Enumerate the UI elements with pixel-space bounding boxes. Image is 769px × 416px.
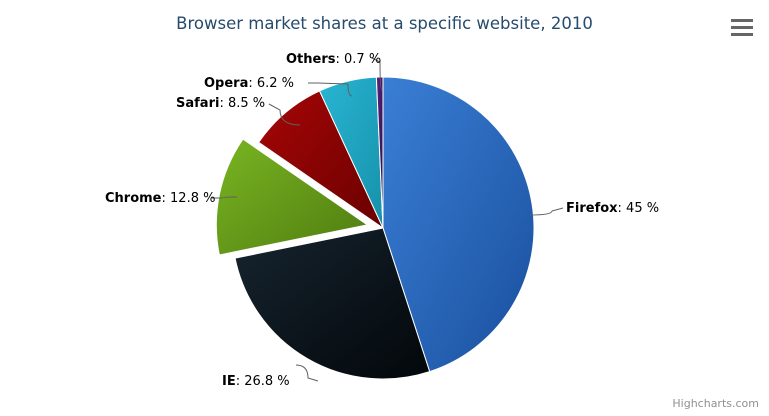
datalabel-opera: Opera: 6.2 % [204,76,294,91]
datalabel-chrome: Chrome: 12.8 % [105,191,215,206]
datalabel-opera-name: Opera [204,76,248,91]
hamburger-bar-3 [731,33,753,36]
datalabel-ie-name: IE [222,374,236,389]
datalabel-safari: Safari: 8.5 % [176,96,265,111]
datalabel-firefox-value: : 45 % [618,201,660,216]
pie-slice-others[interactable] [375,76,384,229]
datalabel-safari-name: Safari [176,96,219,111]
pie-slices [215,76,535,380]
connector-opera [308,82,353,97]
highcharts-credits[interactable]: Highcharts.com [672,397,759,410]
pie-slice-firefox[interactable] [382,76,535,373]
datalabel-others: Others: 0.7 % [286,52,381,67]
hamburger-bar-1 [731,19,753,22]
connector-ie [295,364,319,382]
chart-title: Browser market shares at a specific webs… [176,14,593,33]
datalabel-firefox-name: Firefox [566,201,618,216]
hamburger-menu-icon[interactable] [729,17,755,39]
datalabel-chrome-name: Chrome [105,191,162,206]
pie-slice-ie[interactable] [234,227,431,380]
datalabel-others-value: : 0.7 % [336,52,382,67]
connector-firefox [529,207,564,216]
connector-chrome [212,196,238,199]
connector-safari [268,103,301,126]
datalabel-firefox: Firefox: 45 % [566,201,659,216]
datalabel-chrome-value: : 12.8 % [162,191,216,206]
datalabel-ie: IE: 26.8 % [222,374,290,389]
datalabel-others-name: Others [286,52,336,67]
hamburger-bar-2 [731,26,753,29]
connector-others [371,57,383,91]
pie-slice-chrome[interactable] [215,138,369,256]
datalabel-opera-value: : 6.2 % [248,76,294,91]
label-connectors [212,57,564,382]
datalabel-safari-value: : 8.5 % [219,96,265,111]
datalabel-ie-value: : 26.8 % [236,374,290,389]
